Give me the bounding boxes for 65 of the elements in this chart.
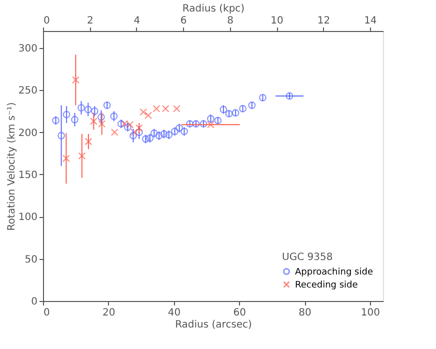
point [78, 104, 85, 112]
point [135, 128, 143, 136]
y-tick-label: 150 [18, 170, 38, 181]
point [140, 108, 148, 116]
point [62, 154, 70, 162]
point [239, 104, 246, 112]
legend-label: Approaching side [295, 268, 374, 278]
x-tick-label: 80 [298, 308, 312, 318]
point [200, 120, 208, 128]
x-axis-title: Radius (arcsec) [175, 320, 252, 330]
point [130, 132, 137, 140]
point [62, 110, 70, 118]
y-tick-label: 0 [31, 296, 38, 308]
point [97, 113, 105, 121]
y-axis-title: Rotation Velocity (km s⁻¹) [6, 102, 18, 231]
x2-tick-label: 2 [87, 16, 94, 26]
point [103, 102, 111, 109]
point [130, 128, 138, 136]
point [58, 132, 66, 140]
point [98, 120, 106, 128]
point [207, 120, 214, 128]
point [248, 102, 256, 109]
point [207, 115, 214, 122]
point [186, 120, 194, 128]
point [192, 120, 200, 128]
legend-title: UGC 9358 [282, 252, 333, 263]
x-tick-label: 20 [102, 308, 116, 318]
point [173, 104, 180, 112]
point [110, 112, 118, 120]
point [72, 76, 80, 84]
point [84, 138, 92, 146]
point [52, 116, 60, 124]
point [90, 118, 98, 125]
point [84, 106, 92, 114]
point [286, 92, 294, 100]
point [135, 124, 143, 132]
point [214, 116, 222, 124]
x2-axis-title: Radius (kpc) [182, 4, 245, 14]
point [78, 152, 86, 160]
x-tick-label: 0 [44, 308, 50, 318]
point [160, 130, 168, 138]
y-tick-label: 200 [18, 128, 38, 139]
x-tick-label: 40 [168, 308, 181, 318]
y-tick-label: 100 [18, 212, 38, 224]
x2-tick-label: 14 [364, 16, 377, 26]
point [90, 107, 98, 115]
point [71, 116, 78, 124]
x2-tick-label: 12 [317, 16, 330, 26]
point [117, 120, 125, 128]
x2-tick-label: 6 [180, 16, 187, 26]
x2-tick-label: 10 [270, 16, 284, 26]
x-tick-label: 100 [360, 308, 380, 318]
legend-label: Receding side [295, 280, 358, 290]
y-tick-label: 250 [18, 86, 38, 97]
y-tick-label: 300 [18, 43, 38, 54]
point [232, 109, 240, 117]
x2-tick-label: 8 [227, 16, 234, 26]
point [110, 128, 118, 136]
point [258, 94, 266, 102]
point [144, 112, 152, 120]
x2-tick-label: 4 [134, 16, 140, 26]
y-tick-label: 50 [24, 254, 38, 266]
x-tick-label: 60 [233, 308, 246, 318]
x2-tick-label: 0 [44, 16, 50, 26]
point [142, 135, 150, 143]
